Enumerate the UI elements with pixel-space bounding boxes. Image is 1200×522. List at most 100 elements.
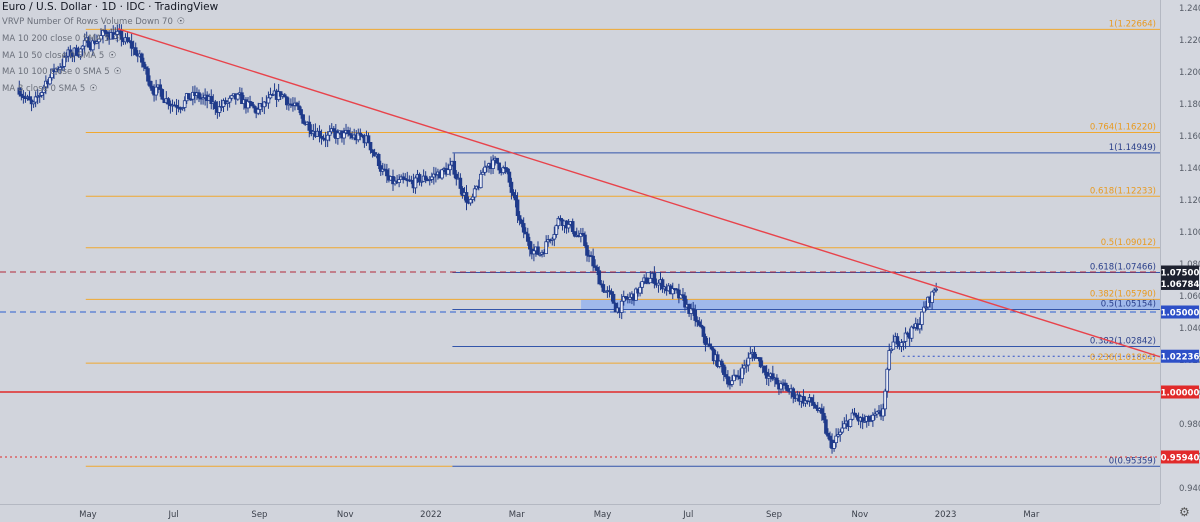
price-badge-label: 1.07500 (1161, 269, 1200, 279)
eye-icon[interactable]: ☉ (108, 51, 117, 61)
candle-body (317, 130, 322, 137)
candle-body (515, 199, 520, 217)
x-tick-label: Mar (509, 510, 526, 520)
indicator-row-ma8[interactable]: MA 8 close 0 SMA 5 ☉ (2, 84, 97, 94)
candle-body (619, 300, 624, 313)
candle-body (832, 442, 836, 449)
x-tick-label: Jul (682, 510, 693, 520)
price-badge (1161, 265, 1199, 279)
candle-body (348, 133, 352, 136)
indicator-label: VRVP Number Of Rows Volume Down 70 (2, 17, 173, 27)
candle-body (78, 48, 83, 57)
candle-body (779, 383, 783, 390)
indicator-row-vrvp[interactable]: VRVP Number Of Rows Volume Down 70 ☉ (2, 17, 185, 27)
candle-body (201, 97, 205, 100)
candle-body (891, 341, 896, 350)
candle-body (495, 157, 499, 164)
candle-body (472, 188, 477, 198)
candle-body (19, 93, 24, 97)
candle-body (297, 105, 301, 110)
fib-label-orange: 0.5(1.09012) (1101, 238, 1156, 248)
candle-body (213, 101, 218, 109)
candle-body (129, 41, 134, 49)
candle-body (930, 291, 934, 303)
x-tick-label: Sep (766, 510, 782, 520)
candle-body (391, 176, 395, 185)
candle-body (693, 309, 698, 321)
candle-body (683, 295, 687, 308)
candle-body (889, 348, 894, 351)
fib-label-blue: 0.5(1.05154) (1101, 300, 1156, 310)
indicator-row-ma200[interactable]: MA 10 200 close 0 SMA 5 ☉ (2, 34, 122, 44)
candle-body (235, 93, 240, 100)
candle-body (748, 353, 753, 359)
candle-body (905, 332, 910, 335)
price-badge (1161, 276, 1199, 290)
candle-body (432, 173, 436, 178)
y-tick-label: 0.94000 (1179, 484, 1200, 494)
candle-body (523, 231, 528, 235)
candle-body (80, 45, 85, 50)
candle-body (556, 217, 561, 227)
candle-body (423, 175, 428, 181)
fib-label-blue: 1(1.14949) (1109, 143, 1156, 153)
candle-body (621, 296, 626, 302)
candle-body (909, 326, 914, 339)
candle-body (282, 94, 287, 98)
eye-icon[interactable]: ☉ (113, 67, 122, 77)
candle-body (609, 291, 614, 295)
y-tick-label: 1.16000 (1179, 132, 1200, 142)
candle-body (722, 364, 726, 375)
eye-icon[interactable]: ☉ (89, 84, 98, 94)
candle-body (593, 265, 597, 268)
candle-body (628, 296, 632, 300)
x-tick-label: Mar (1023, 510, 1040, 520)
candle-body (413, 177, 418, 189)
candle-body (252, 105, 256, 109)
candle-body (39, 92, 44, 96)
candle-body (703, 336, 708, 345)
candle-body (268, 94, 273, 99)
candle-body (481, 171, 485, 175)
candle-body (681, 294, 685, 297)
candle-body (834, 435, 838, 444)
candle-body (21, 95, 26, 98)
candle-body (219, 106, 224, 108)
candle-body (695, 320, 700, 323)
candle-body (558, 217, 563, 221)
indicator-row-ma50[interactable]: MA 10 50 close 0 SMA 5 ☉ (2, 51, 116, 61)
candle-body (240, 92, 244, 105)
indicator-row-ma100[interactable]: MA 10 100 close 0 SMA 5 ☉ (2, 67, 122, 77)
x-tick-label: 2022 (420, 510, 442, 520)
eye-icon[interactable]: ☉ (113, 34, 122, 44)
candle-body (785, 384, 789, 392)
price-badge (1161, 305, 1199, 319)
candle-body (932, 289, 936, 293)
candle-body (266, 97, 271, 104)
candle-body (766, 375, 771, 379)
y-tick-label: 0.98000 (1179, 420, 1200, 430)
indicator-label: MA 8 close 0 SMA 5 (2, 84, 86, 94)
candle-body (697, 321, 702, 326)
candle-body (801, 396, 806, 404)
x-tick-label: Nov (852, 510, 869, 520)
candle-body (646, 282, 651, 285)
candle-body (285, 96, 289, 106)
candle-body (581, 233, 585, 236)
candle-body (262, 101, 267, 108)
candle-body (822, 412, 826, 421)
eye-icon[interactable]: ☉ (176, 17, 185, 27)
candle-body (758, 357, 763, 368)
candle-body (209, 96, 214, 104)
candle-body (762, 365, 767, 373)
candle-body (640, 281, 644, 288)
candle-body (468, 199, 473, 204)
candle-body (813, 405, 818, 409)
gear-icon[interactable]: ⚙ (1179, 505, 1190, 519)
candle-body (719, 360, 724, 366)
candle-body (836, 434, 840, 437)
candle-body (60, 66, 64, 68)
candle-body (227, 97, 232, 103)
candle-body (601, 284, 606, 292)
